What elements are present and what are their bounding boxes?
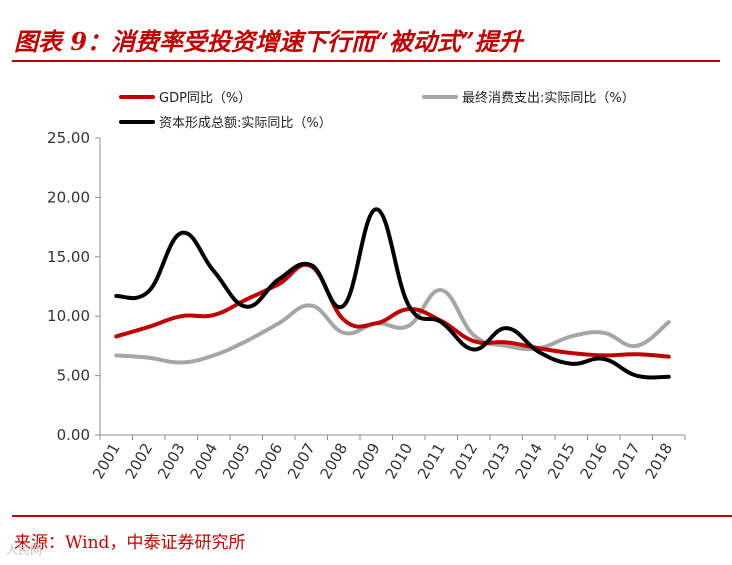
- x-tick-label: 2017: [609, 440, 644, 482]
- x-tick-label: 2006: [252, 440, 287, 482]
- chart-series: [114, 207, 671, 380]
- legend-label-capital: 资本形成总额:实际同比（%）: [159, 116, 332, 131]
- footer-divider: [12, 515, 732, 517]
- x-tick-label: 2003: [154, 440, 189, 482]
- chart-legend: GDP同比（%） 最终消费支出:实际同比（%） 资本形成总额:实际同比（%）: [119, 90, 635, 131]
- title-row: 图表 9：消费率受投资增速下行而“被动式”提升: [12, 14, 720, 58]
- x-tick-label: 2011: [414, 440, 449, 482]
- chart-axes: 0.00 5.00 10.00 15.00 20.00 25.00 200120022003…: [47, 129, 686, 482]
- x-tick-label: 2002: [122, 440, 157, 482]
- x-tick-label: 2010: [382, 440, 417, 482]
- x-tick-label: 2005: [219, 440, 254, 482]
- figure-title: 图表 9：消费率受投资增速下行而“被动式”提升: [14, 27, 523, 56]
- y-tick-label: 10.00: [47, 307, 90, 325]
- x-tick-label: 2008: [317, 440, 352, 482]
- x-tick-label: 2018: [642, 440, 677, 482]
- x-tick-label: 2004: [187, 440, 222, 482]
- x-tick-label: 2001: [89, 440, 124, 482]
- x-tick-label: 2009: [349, 440, 384, 482]
- source-note: 来源：Wind，中泰证券研究所: [14, 533, 246, 553]
- y-tick-label: 5.00: [57, 367, 90, 385]
- x-tick-label: 2012: [447, 440, 482, 482]
- series-line-gdp: [114, 262, 671, 359]
- x-tick-label: 2015: [544, 440, 579, 482]
- x-tick-label: 2016: [577, 440, 612, 482]
- y-tick-label: 25.00: [47, 129, 90, 147]
- title-divider: [12, 60, 720, 62]
- watermark-text: 人民网: [6, 543, 43, 557]
- legend-label-gdp: GDP同比（%）: [159, 91, 251, 106]
- y-tick-label: 20.00: [47, 188, 90, 206]
- line-chart: GDP同比（%） 最终消费支出:实际同比（%） 资本形成总额:实际同比（%） 0.0…: [47, 90, 686, 482]
- y-tick-label: 0.00: [57, 426, 90, 444]
- x-tick-label: 2013: [479, 440, 514, 482]
- series-line-capital: [114, 207, 671, 380]
- y-tick-label: 15.00: [47, 248, 90, 266]
- series-line-consumption: [114, 288, 671, 365]
- x-tick-label: 2007: [284, 440, 319, 482]
- x-tick-label: 2014: [512, 440, 547, 482]
- legend-label-consumption: 最终消费支出:实际同比（%）: [462, 90, 635, 106]
